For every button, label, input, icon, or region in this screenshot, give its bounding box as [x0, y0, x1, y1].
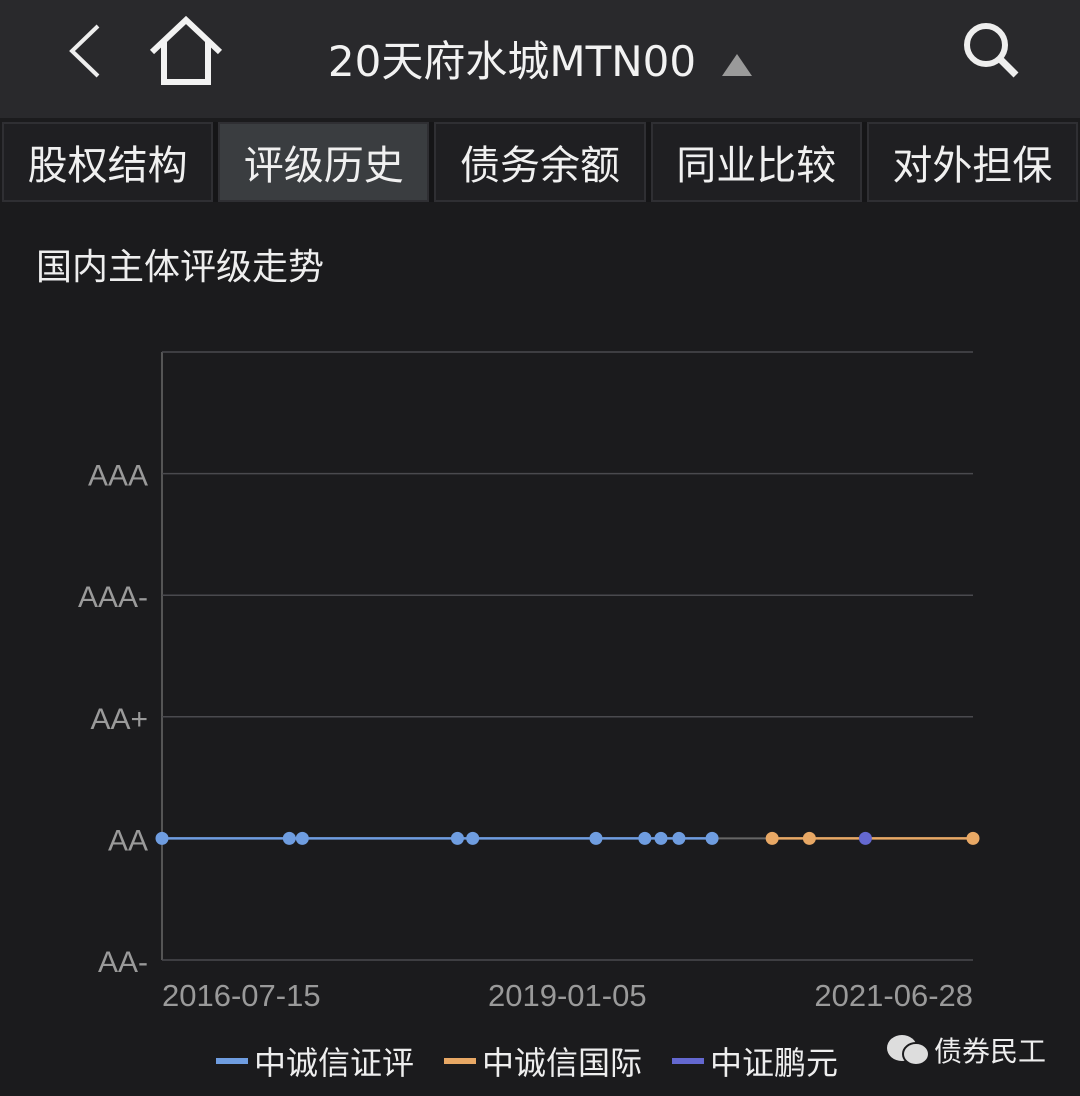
- x-tick-label: 2021-06-28: [814, 978, 973, 1013]
- data-point: [802, 831, 816, 845]
- search-icon[interactable]: [960, 20, 1022, 80]
- legend-label: 中诚信证评: [254, 1044, 415, 1082]
- data-point: [295, 831, 309, 845]
- legend-swatch: [216, 1058, 248, 1064]
- watermark-text: 债券民工: [934, 1035, 1047, 1068]
- y-tick-label: AA-: [98, 946, 148, 979]
- tab-rating-history[interactable]: 评级历史: [218, 122, 430, 202]
- data-point: [858, 831, 872, 845]
- legend-label: 中诚信国际: [482, 1044, 643, 1082]
- y-tick-label: AAA: [88, 460, 148, 493]
- tab-external-guarantee[interactable]: 对外担保: [866, 122, 1079, 202]
- x-tick-label: 2019-01-05: [488, 978, 647, 1013]
- data-point: [589, 831, 603, 845]
- watermark: 债券民工: [884, 1030, 1046, 1070]
- data-point: [654, 831, 668, 845]
- legend-swatch: [444, 1058, 477, 1064]
- data-point: [155, 831, 169, 845]
- triangle-up-icon[interactable]: [722, 53, 753, 76]
- title-text: 20天府水城MTN00: [327, 37, 697, 86]
- data-point: [282, 831, 296, 845]
- chart-title: 国内主体评级走势: [36, 247, 325, 288]
- data-point: [450, 831, 464, 845]
- home-icon[interactable]: [148, 16, 224, 86]
- tab-peer-comparison[interactable]: 同业比较: [650, 122, 862, 202]
- legend-label: 中证鹏元: [710, 1044, 839, 1082]
- header: 20天府水城MTN00: [0, 0, 1080, 118]
- legend-item[interactable]: 中证鹏元: [672, 1038, 838, 1084]
- data-point: [638, 831, 652, 845]
- y-tick-label: AA+: [90, 703, 148, 736]
- data-point: [672, 831, 686, 845]
- legend-item[interactable]: 中诚信国际: [444, 1038, 642, 1084]
- legend-item[interactable]: 中诚信证评: [216, 1038, 414, 1084]
- legend-swatch: [672, 1058, 705, 1064]
- rating-chart: AA- AA AA+ AAA- AAA 2016-07-15 2019-01-05 2021-…: [78, 351, 980, 1013]
- tab-bar: 股权结构 评级历史 债务余额 同业比较 对外担保: [2, 122, 1079, 202]
- tab-debt-balance[interactable]: 债务余额: [434, 122, 646, 202]
- x-tick-label: 2016-07-15: [162, 978, 321, 1013]
- tab-equity-structure[interactable]: 股权结构: [2, 122, 214, 202]
- y-tick-label: AAA-: [78, 581, 148, 614]
- data-point: [466, 831, 480, 845]
- data-point: [966, 831, 980, 845]
- wechat-icon: [887, 1035, 930, 1066]
- y-tick-label: AA: [108, 824, 148, 857]
- legend: 中诚信证评 中诚信国际 中证鹏元: [216, 1038, 838, 1084]
- data-point: [705, 831, 719, 845]
- page-title[interactable]: 20天府水城MTN00: [0, 28, 1080, 89]
- data-point: [765, 831, 779, 845]
- chevron-left-icon[interactable]: [66, 22, 106, 80]
